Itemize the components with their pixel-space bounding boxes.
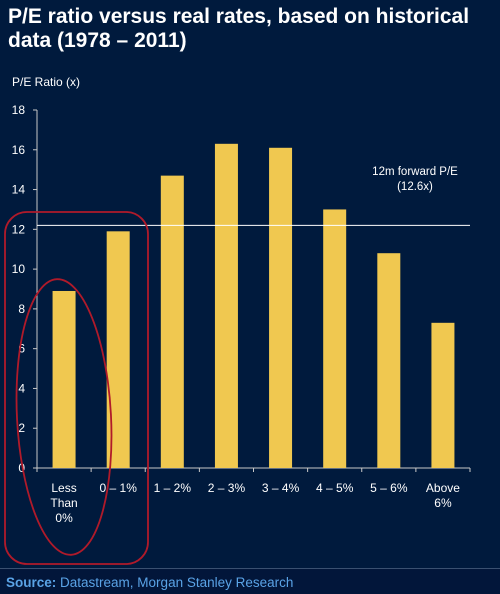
y-tick-label: 14: [12, 183, 26, 197]
bar: [269, 147, 293, 469]
x-tick-label: 0 – 1%: [100, 481, 138, 495]
reference-line-label-line: (12.6x): [397, 181, 433, 193]
x-tick-label: 4 – 5%: [316, 481, 354, 495]
x-tick-label-line: 1 – 2%: [154, 481, 192, 495]
y-tick-label: 16: [12, 143, 26, 157]
x-tick-label-line: Less: [51, 481, 76, 495]
bar: [431, 322, 455, 468]
highlight-annotations: [4, 211, 149, 565]
y-tick-label: 12: [12, 222, 26, 236]
axes: [33, 109, 471, 472]
bar: [214, 143, 238, 469]
bar: [160, 175, 184, 468]
reference-line-label-line: 12m forward P/E: [372, 166, 458, 178]
source-label: Source:: [6, 575, 57, 590]
x-tick-label-line: Above: [426, 481, 460, 495]
x-tick-label: 5 – 6%: [370, 481, 408, 495]
x-tick-label: 1 – 2%: [154, 481, 192, 495]
x-tick-label-line: Than: [50, 496, 77, 510]
bar-chart: Less Than 0% 0 – 1% 1 – 2% 2 – 3% 3 – 4% 4 – 5%…: [4, 103, 471, 565]
chart-title: P/E ratio versus real rates, based on hi…: [8, 5, 470, 52]
reference-line-group: 12m forward P/E (12.6x): [37, 166, 470, 226]
x-tick-label-line: 5 – 6%: [370, 481, 408, 495]
source-footer: Source: Datastream, Morgan Stanley Resea…: [0, 568, 500, 594]
x-tick-label: 3 – 4%: [262, 481, 300, 495]
bars: [52, 143, 455, 469]
x-tick-labels: Less Than 0% 0 – 1% 1 – 2% 2 – 3% 3 – 4% 4 – 5%…: [50, 481, 460, 525]
x-tick-label: 2 – 3%: [208, 481, 246, 495]
x-tick-label-line: 3 – 4%: [262, 481, 300, 495]
y-tick-label: 8: [18, 302, 25, 316]
bar: [323, 209, 347, 468]
y-tick-label: 18: [12, 103, 26, 117]
y-tick-label: 4: [18, 381, 25, 395]
highlight-ellipse: [15, 278, 113, 556]
x-tick-label-line: 0 – 1%: [100, 481, 138, 495]
x-tick-label-line: 6%: [434, 496, 452, 510]
bar: [377, 253, 401, 468]
x-tick-label-line: 2 – 3%: [208, 481, 246, 495]
reference-line-label: 12m forward P/E (12.6x): [372, 166, 458, 193]
bar: [106, 231, 130, 468]
y-tick-label: 10: [12, 262, 26, 276]
y-tick-label: 6: [18, 342, 25, 356]
highlight-rectangle: [4, 211, 149, 565]
x-tick-label: Less Than 0%: [50, 481, 77, 525]
source-text: Datastream, Morgan Stanley Research: [60, 575, 294, 590]
x-tick-label: Above 6%: [426, 481, 460, 510]
bar: [52, 290, 76, 468]
y-axis-label: P/E Ratio (x): [12, 75, 81, 89]
x-tick-label-line: 4 – 5%: [316, 481, 354, 495]
y-tick-label: 2: [18, 421, 25, 435]
x-tick-label-line: 0%: [55, 511, 73, 525]
